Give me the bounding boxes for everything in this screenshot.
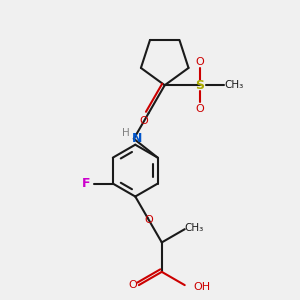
Text: O: O (144, 215, 153, 225)
Text: O: O (129, 280, 137, 290)
Text: S: S (196, 79, 205, 92)
Text: O: O (196, 104, 204, 114)
Text: O: O (196, 57, 204, 67)
Text: H: H (122, 128, 129, 139)
Text: CH₃: CH₃ (184, 223, 203, 233)
Text: N: N (132, 132, 142, 145)
Text: O: O (140, 116, 148, 126)
Text: CH₃: CH₃ (224, 80, 244, 90)
Text: F: F (82, 177, 91, 190)
Text: OH: OH (193, 282, 210, 292)
